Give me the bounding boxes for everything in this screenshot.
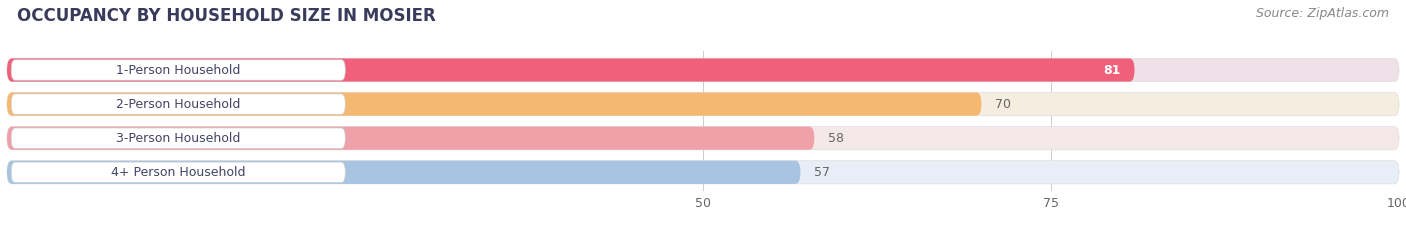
- Text: Source: ZipAtlas.com: Source: ZipAtlas.com: [1256, 7, 1389, 20]
- Text: 70: 70: [995, 98, 1011, 111]
- Text: 1-Person Household: 1-Person Household: [117, 64, 240, 76]
- FancyBboxPatch shape: [11, 128, 346, 148]
- Text: 4+ Person Household: 4+ Person Household: [111, 166, 246, 179]
- FancyBboxPatch shape: [7, 58, 1399, 82]
- FancyBboxPatch shape: [11, 94, 346, 114]
- FancyBboxPatch shape: [7, 58, 1135, 82]
- FancyBboxPatch shape: [7, 127, 814, 150]
- FancyBboxPatch shape: [11, 60, 346, 80]
- FancyBboxPatch shape: [7, 161, 800, 184]
- Text: 57: 57: [814, 166, 831, 179]
- FancyBboxPatch shape: [7, 93, 981, 116]
- Text: 81: 81: [1104, 64, 1121, 76]
- Text: OCCUPANCY BY HOUSEHOLD SIZE IN MOSIER: OCCUPANCY BY HOUSEHOLD SIZE IN MOSIER: [17, 7, 436, 25]
- Text: 58: 58: [828, 132, 844, 145]
- FancyBboxPatch shape: [7, 161, 1399, 184]
- FancyBboxPatch shape: [7, 93, 1399, 116]
- FancyBboxPatch shape: [7, 127, 1399, 150]
- FancyBboxPatch shape: [11, 162, 346, 182]
- Text: 2-Person Household: 2-Person Household: [117, 98, 240, 111]
- Text: 3-Person Household: 3-Person Household: [117, 132, 240, 145]
